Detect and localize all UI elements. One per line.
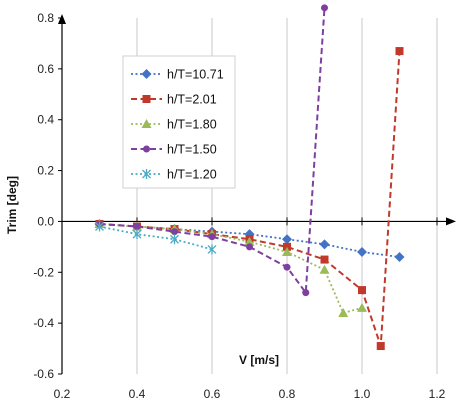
point-0-8 [394, 252, 405, 263]
point-3-5 [283, 263, 291, 271]
x-tick-label-2: 0.6 [204, 387, 221, 401]
legend-entry-1: h/T=2.01 [131, 93, 217, 107]
point-3-6 [302, 289, 310, 297]
point-1-9 [395, 47, 404, 56]
x-tick-label-4: 1.0 [354, 387, 371, 401]
y-tick-label-3: 0.0 [37, 214, 54, 228]
y-tick-label-2: -0.2 [33, 265, 54, 279]
y-tick-label-4: 0.2 [37, 164, 54, 178]
legend-marker-3 [143, 145, 150, 153]
point-2-4 [244, 236, 255, 246]
tick-labels: -0.6 -0.4 -0.2 0.0 0.2 0.4 0.6 0.8 0.2 0.4 0.6 0.8 1… [33, 11, 445, 401]
point-1-8 [376, 342, 385, 351]
point-4-0 [95, 221, 104, 232]
point-4-3 [207, 244, 217, 255]
legend-marker-2 [141, 119, 152, 128]
legend-label-3: h/T=1.50 [167, 143, 217, 157]
legend-entry-2: h/T=1.80 [131, 118, 217, 132]
point-3-3 [208, 233, 216, 241]
point-1-6 [320, 255, 329, 264]
legend-marker-4 [142, 169, 151, 179]
axes [58, 14, 456, 375]
point-1-7 [358, 286, 366, 295]
point-3-4 [246, 243, 253, 251]
point-4-2 [170, 234, 179, 245]
legend-label-2: h/T=1.80 [167, 118, 217, 132]
y-tick-label-0: -0.6 [33, 367, 54, 381]
series-3 [96, 4, 328, 297]
legend-label-1: h/T=2.01 [167, 93, 217, 107]
y-axis-arrow [58, 14, 66, 24]
legend-entry-4: h/T=1.20 [131, 168, 217, 182]
point-4-1 [132, 229, 142, 240]
x-axis-title: V [m/s] [239, 353, 279, 367]
data-series [94, 4, 405, 351]
point-3-7 [321, 4, 328, 12]
point-2-8 [357, 302, 367, 312]
legend: h/T=10.71 h/T=2.01 h/T=1.80 h/T=1.50 h/T=1.2… [122, 55, 236, 189]
y-tick-label-1: -0.4 [33, 316, 54, 330]
y-tick-label-7: 0.8 [37, 11, 54, 25]
point-0-7 [357, 246, 367, 257]
x-tick-label-5: 1.2 [429, 387, 446, 401]
legend-box [122, 55, 236, 189]
legend-label-4: h/T=1.20 [167, 168, 217, 182]
legend-marker-1 [142, 95, 151, 103]
x-tick-label-0: 0.2 [54, 387, 71, 401]
legend-entry-0: h/T=10.71 [131, 68, 224, 82]
point-3-1 [133, 223, 141, 231]
point-0-6 [319, 239, 330, 250]
series-4 [95, 221, 217, 255]
x-tick-label-1: 0.4 [129, 387, 146, 401]
series-line-1 [99, 50, 401, 347]
series-line-3 [99, 7, 326, 296]
legend-marker-0 [141, 69, 152, 79]
point-0-5 [282, 234, 292, 245]
point-3-2 [171, 228, 178, 236]
y-tick-label-5: 0.4 [37, 113, 54, 127]
series-line-4 [99, 225, 213, 251]
point-2-5 [282, 246, 292, 256]
x-tick-label-3: 0.8 [279, 387, 296, 401]
point-2-6 [319, 264, 330, 274]
y-axis-title: Trim [deg] [5, 176, 19, 234]
y-tick-label-6: 0.6 [37, 62, 54, 76]
legend-entry-3: h/T=1.50 [131, 143, 217, 157]
x-axis-arrow [446, 217, 456, 226]
legend-label-0: h/T=10.71 [167, 68, 224, 82]
point-2-7 [338, 307, 349, 317]
point-1-5 [283, 242, 291, 251]
